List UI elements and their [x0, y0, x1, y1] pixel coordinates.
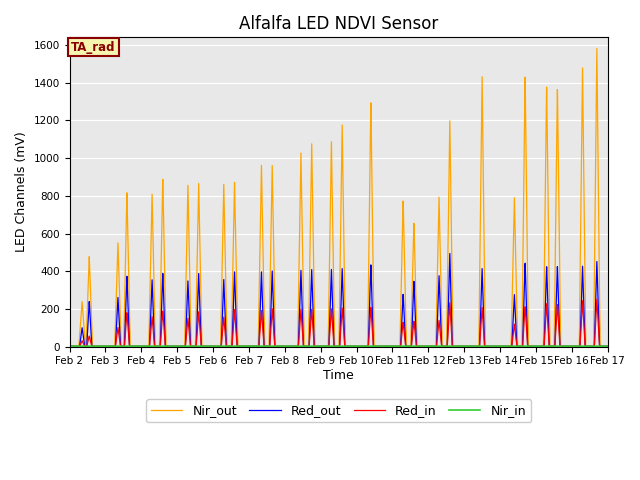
Red_in	[388, 344, 396, 349]
Line: Red_out: Red_out	[70, 253, 607, 347]
Nir_in	[508, 343, 516, 349]
Nir_out	[163, 344, 171, 349]
Nir_out	[415, 344, 423, 349]
Red_out	[388, 344, 396, 349]
Red_in	[163, 344, 171, 349]
Red_in	[508, 343, 516, 348]
Red_in	[415, 344, 423, 349]
Line: Red_in: Red_in	[70, 299, 607, 347]
Red_out	[163, 344, 171, 349]
Red_in	[604, 344, 611, 349]
Nir_in	[271, 343, 279, 349]
Red_out	[446, 251, 454, 256]
Nir_in	[163, 343, 171, 349]
Red_in	[66, 344, 74, 349]
Nir_in	[415, 343, 423, 349]
Nir_in	[66, 343, 74, 349]
Nir_out	[271, 325, 279, 331]
Nir_in	[604, 343, 611, 349]
Nir_out	[388, 344, 396, 349]
Red_in	[467, 344, 475, 349]
Nir_out	[467, 344, 475, 349]
Red_in	[271, 344, 279, 349]
Red_out	[66, 344, 74, 349]
Nir_out	[66, 344, 74, 349]
Title: Alfalfa LED NDVI Sensor: Alfalfa LED NDVI Sensor	[239, 15, 438, 33]
Red_out	[604, 344, 611, 349]
Nir_in	[467, 343, 475, 349]
Nir_out	[508, 306, 516, 312]
Red_out	[271, 344, 279, 349]
Legend: Nir_out, Red_out, Red_in, Nir_in: Nir_out, Red_out, Red_in, Nir_in	[146, 399, 531, 422]
Y-axis label: LED Channels (mV): LED Channels (mV)	[15, 132, 28, 252]
Nir_in	[388, 343, 396, 349]
Red_out	[508, 339, 516, 345]
Red_out	[415, 344, 423, 349]
Red_in	[593, 296, 601, 302]
X-axis label: Time: Time	[323, 369, 354, 382]
Red_out	[467, 344, 475, 349]
Nir_out	[593, 46, 601, 51]
Text: TA_rad: TA_rad	[71, 40, 116, 54]
Line: Nir_out: Nir_out	[70, 48, 607, 347]
Nir_out	[604, 344, 611, 349]
